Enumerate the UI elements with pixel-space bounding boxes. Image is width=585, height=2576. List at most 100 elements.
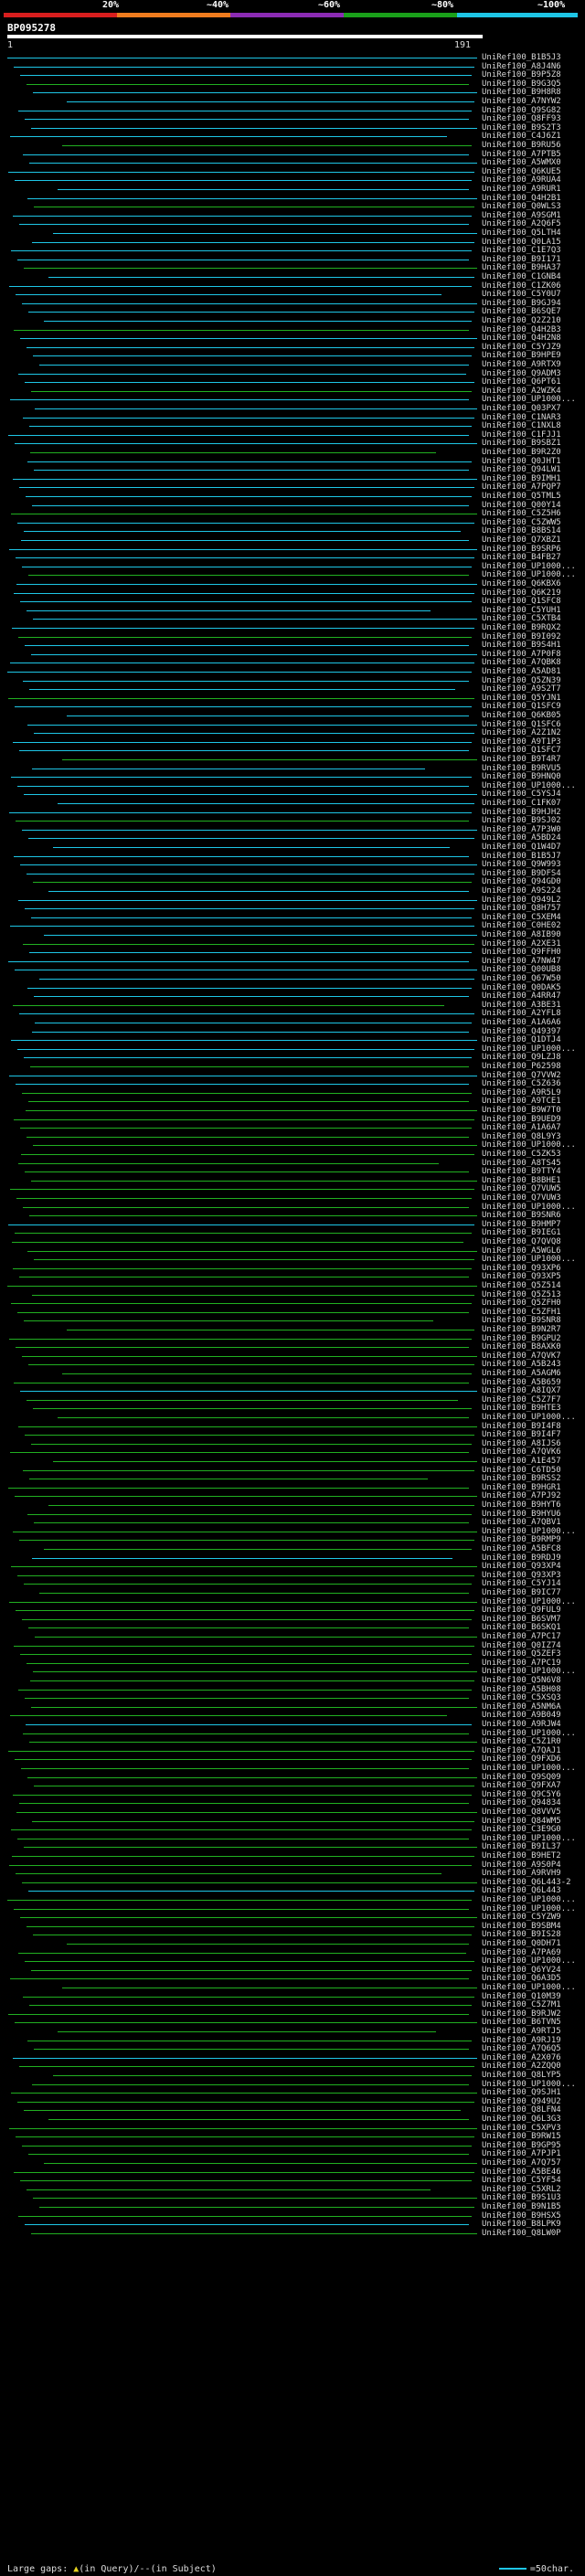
hit-label[interactable]: UniRef100_Q1DTJ4 — [482, 1035, 561, 1044]
hit-label[interactable]: UniRef100_B9TTY4 — [482, 1167, 561, 1176]
hit-label[interactable]: UniRef100_A2YFL8 — [482, 1009, 561, 1018]
hit-label[interactable]: UniRef100_UP1000... — [482, 1527, 576, 1536]
hit-label[interactable]: UniRef100_Q49397 — [482, 1027, 561, 1036]
hit-label[interactable]: UniRef100_B9RVU5 — [482, 764, 561, 773]
hit-label[interactable]: UniRef100_A2X076 — [482, 2053, 561, 2062]
hit-label[interactable]: UniRef100_C5XEM4 — [482, 913, 561, 922]
hit-label[interactable]: UniRef100_Q84WM5 — [482, 1817, 561, 1826]
hit-label[interactable]: UniRef100_A9S224 — [482, 886, 561, 896]
hit-label[interactable]: UniRef100_C0HE02 — [482, 921, 561, 930]
hit-label[interactable]: UniRef100_C1NXL8 — [482, 421, 561, 430]
hit-label[interactable]: UniRef100_B9P5Z8 — [482, 70, 561, 80]
hit-label[interactable]: UniRef100_B9HMP7 — [482, 1220, 561, 1229]
hit-label[interactable]: UniRef100_A5BD24 — [482, 833, 561, 843]
hit-label[interactable]: UniRef100_Q94834 — [482, 1798, 561, 1807]
hit-label[interactable]: UniRef100_B9SBM4 — [482, 1922, 561, 1931]
hit-label[interactable]: UniRef100_UP1000... — [482, 1667, 576, 1676]
hit-label[interactable]: UniRef100_A9TCE1 — [482, 1097, 561, 1106]
hit-label[interactable]: UniRef100_UP1000... — [482, 1834, 576, 1843]
hit-label[interactable]: UniRef100_UP1000... — [482, 1729, 576, 1738]
hit-label[interactable]: UniRef100_B9GP95 — [482, 2141, 561, 2150]
hit-label[interactable]: UniRef100_Q6KB05 — [482, 711, 561, 720]
hit-label[interactable]: UniRef100_A8IB90 — [482, 930, 561, 939]
hit-label[interactable]: UniRef100_A7PTB5 — [482, 150, 561, 159]
hit-label[interactable]: UniRef100_A7Q6Q5 — [482, 2044, 561, 2053]
hit-label[interactable]: UniRef100_B9HYU6 — [482, 1510, 561, 1519]
hit-label[interactable]: UniRef100_UP1000... — [482, 1956, 576, 1966]
hit-label[interactable]: UniRef100_Q1SFC9 — [482, 702, 561, 711]
hit-label[interactable]: UniRef100_A2Q6F5 — [482, 219, 561, 228]
hit-label[interactable]: UniRef100_Q7QVQ8 — [482, 1237, 561, 1246]
hit-label[interactable]: UniRef100_UP1000... — [482, 2080, 576, 2089]
hit-label[interactable]: UniRef100_C5XSQ3 — [482, 1693, 561, 1702]
hit-label[interactable]: UniRef100_B9R2Z0 — [482, 448, 561, 457]
hit-label[interactable]: UniRef100_C3E9G0 — [482, 1825, 561, 1834]
hit-label[interactable]: UniRef100_Q2Z210 — [482, 316, 561, 325]
hit-label[interactable]: UniRef100_Q8H757 — [482, 904, 561, 913]
hit-label[interactable]: UniRef100_Q5YJN1 — [482, 694, 561, 703]
hit-label[interactable]: UniRef100_B9RQX2 — [482, 623, 561, 632]
hit-label[interactable]: UniRef100_Q5Z513 — [482, 1290, 561, 1299]
hit-label[interactable]: UniRef100_Q1W4D7 — [482, 843, 561, 852]
hit-label[interactable]: UniRef100_Q10M39 — [482, 1992, 561, 2001]
hit-label[interactable]: UniRef100_B9H8R8 — [482, 88, 561, 97]
hit-label[interactable]: UniRef100_Q9FFH0 — [482, 948, 561, 957]
hit-label[interactable]: UniRef100_Q0IZ74 — [482, 1641, 561, 1650]
hit-label[interactable]: UniRef100_UP1000... — [482, 1044, 576, 1054]
hit-label[interactable]: UniRef100_Q6L443-2 — [482, 1878, 571, 1887]
hit-label[interactable]: UniRef100_B9SJ02 — [482, 816, 561, 825]
hit-label[interactable]: UniRef100_B9HTE3 — [482, 1404, 561, 1413]
hit-label[interactable]: UniRef100_B9IMH1 — [482, 474, 561, 483]
hit-label[interactable]: UniRef100_Q1SFC8 — [482, 597, 561, 606]
hit-label[interactable]: UniRef100_B9GJ94 — [482, 299, 561, 308]
hit-label[interactable]: UniRef100_Q0LA15 — [482, 238, 561, 247]
hit-label[interactable]: UniRef100_B6TVN5 — [482, 2018, 561, 2027]
hit-label[interactable]: UniRef100_A7Q757 — [482, 2158, 561, 2168]
hit-label[interactable]: UniRef100_Q6YV24 — [482, 1966, 561, 1975]
hit-label[interactable]: UniRef100_UP1000... — [482, 1895, 576, 1904]
hit-label[interactable]: UniRef100_Q0JHT1 — [482, 457, 561, 466]
hit-label[interactable]: UniRef100_B9IEG1 — [482, 1228, 561, 1237]
hit-label[interactable]: UniRef100_Q5ZFH0 — [482, 1299, 561, 1308]
hit-label[interactable]: UniRef100_C1GNB4 — [482, 272, 561, 281]
hit-label[interactable]: UniRef100_A9B049 — [482, 1711, 561, 1720]
hit-label[interactable]: UniRef100_Q0DH71 — [482, 1939, 561, 1948]
hit-label[interactable]: UniRef100_Q4H2B3 — [482, 325, 561, 334]
hit-label[interactable]: UniRef100_A7PC19 — [482, 1659, 561, 1668]
hit-label[interactable]: UniRef100_A9RTX9 — [482, 360, 561, 369]
hit-label[interactable]: UniRef100_B8BS14 — [482, 526, 561, 535]
hit-label[interactable]: UniRef100_A2WZK4 — [482, 387, 561, 396]
hit-label[interactable]: UniRef100_C5XRL2 — [482, 2185, 561, 2194]
hit-label[interactable]: UniRef100_UP1000... — [482, 1904, 576, 1913]
hit-label[interactable]: UniRef100_B6SVM7 — [482, 1615, 561, 1624]
hit-label[interactable]: UniRef100_A9R5L9 — [482, 1088, 561, 1097]
hit-label[interactable]: UniRef100_A7PJP1 — [482, 2149, 561, 2158]
hit-label[interactable]: UniRef100_A8IJS6 — [482, 1439, 561, 1448]
hit-label[interactable]: UniRef100_UP1000... — [482, 1597, 576, 1606]
hit-label[interactable]: UniRef100_B1B5J7 — [482, 852, 561, 861]
hit-label[interactable]: UniRef100_B9RJW2 — [482, 2009, 561, 2019]
hit-label[interactable]: UniRef100_A5B243 — [482, 1360, 561, 1369]
hit-label[interactable]: UniRef100_C5Y0U7 — [482, 290, 561, 299]
hit-label[interactable]: UniRef100_B9IS28 — [482, 1930, 561, 1939]
hit-label[interactable]: UniRef100_Q9FUL9 — [482, 1606, 561, 1615]
hit-label[interactable]: UniRef100_B6SQE7 — [482, 307, 561, 316]
hit-label[interactable]: UniRef100_Q0DAK5 — [482, 983, 561, 992]
hit-label[interactable]: UniRef100_B9HET2 — [482, 1851, 561, 1860]
hit-label[interactable]: UniRef100_A5BE46 — [482, 2168, 561, 2177]
hit-label[interactable]: UniRef100_Q03PX7 — [482, 404, 561, 413]
hit-label[interactable]: UniRef100_Q4H2B1 — [482, 194, 561, 203]
hit-label[interactable]: UniRef100_B9GPU2 — [482, 1334, 561, 1343]
hit-label[interactable]: UniRef100_A9SGM1 — [482, 211, 561, 220]
hit-label[interactable]: UniRef100_A5AD81 — [482, 667, 561, 676]
hit-label[interactable]: UniRef100_B9RSS2 — [482, 1474, 561, 1483]
hit-label[interactable]: UniRef100_Q7VUW5 — [482, 1184, 561, 1193]
hit-label[interactable]: UniRef100_C5XPV3 — [482, 2124, 561, 2133]
hit-label[interactable]: UniRef100_C1ZK06 — [482, 281, 561, 291]
hit-label[interactable]: UniRef100_C4J6Z1 — [482, 132, 561, 141]
hit-label[interactable]: UniRef100_A5AGM6 — [482, 1369, 561, 1378]
hit-label[interactable]: UniRef100_UP1000... — [482, 1140, 576, 1150]
hit-label[interactable]: UniRef100_Q8LYP5 — [482, 2071, 561, 2080]
hit-label[interactable]: UniRef100_Q8VVV5 — [482, 1807, 561, 1817]
hit-label[interactable]: UniRef100_A9RUR1 — [482, 185, 561, 194]
